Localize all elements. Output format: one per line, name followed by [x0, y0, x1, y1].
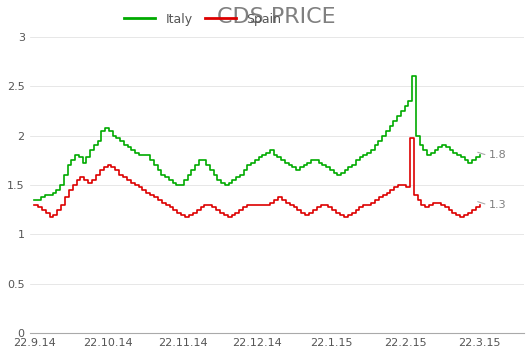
- Legend: Italy, Spain: Italy, Spain: [119, 7, 286, 31]
- Text: 1.8: 1.8: [489, 151, 506, 160]
- Title: CDS PRICE: CDS PRICE: [218, 7, 336, 27]
- Text: 1.3: 1.3: [489, 200, 506, 210]
